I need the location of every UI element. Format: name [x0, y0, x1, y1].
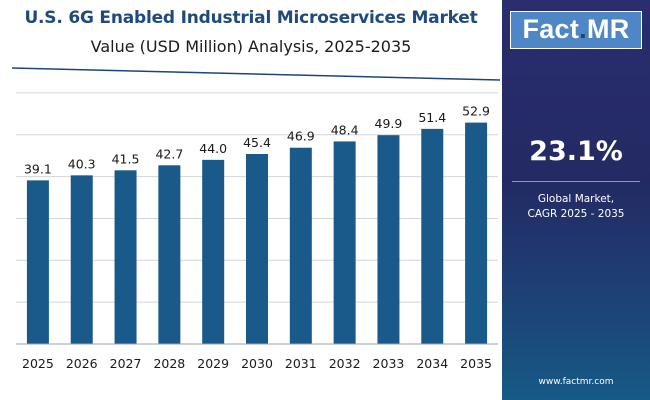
value-label-2027: 41.5 — [112, 151, 140, 166]
bar-2035 — [465, 122, 488, 344]
bar-2027 — [114, 170, 137, 344]
logo-main: Fact — [522, 14, 580, 44]
x-tick-2030: 2030 — [241, 356, 273, 371]
x-tick-2027: 2027 — [110, 356, 142, 371]
value-label-2034: 51.4 — [418, 110, 446, 125]
chart-subtitle: Value (USD Million) Analysis, 2025-2035 — [90, 37, 412, 56]
website-link[interactable]: www.factmr.com — [538, 377, 614, 387]
bar-2032 — [333, 141, 356, 344]
title-divider — [12, 67, 500, 81]
value-label-2035: 52.9 — [462, 104, 490, 119]
value-label-2030: 45.4 — [243, 135, 271, 150]
bar-2025 — [26, 180, 49, 344]
sidebar-divider — [512, 181, 640, 182]
bar-2026 — [70, 175, 93, 344]
x-tick-2029: 2029 — [197, 356, 229, 371]
x-tick-2026: 2026 — [66, 356, 98, 371]
x-tick-2028: 2028 — [153, 356, 185, 371]
cagr-label: Global Market, CAGR 2025 - 2035 — [502, 192, 650, 222]
cagr-label-line1: Global Market, — [537, 193, 615, 205]
value-label-2031: 46.9 — [287, 129, 315, 144]
bar-2033 — [377, 135, 400, 344]
bar-2029 — [202, 159, 225, 344]
factmr-logo: Fact.MR — [510, 11, 642, 49]
x-tick-2033: 2033 — [373, 356, 405, 371]
x-tick-2032: 2032 — [329, 356, 361, 371]
value-label-2028: 42.7 — [155, 146, 183, 161]
logo-text: Fact.MR — [510, 14, 642, 45]
bar-chart: 39.1 2025 40.3 2026 41.5 2027 42.7 2028 44.0 2029… — [16, 92, 498, 371]
chart-title: U.S. 6G Enabled Industrial Microservices… — [24, 8, 478, 28]
x-tick-2031: 2031 — [285, 356, 317, 371]
x-tick-2025: 2025 — [22, 356, 54, 371]
chart-panel: U.S. 6G Enabled Industrial Microservices… — [12, 8, 500, 371]
bar-2028 — [158, 165, 181, 344]
logo-box — [510, 11, 642, 49]
value-label-2029: 44.0 — [199, 141, 227, 156]
value-label-2032: 48.4 — [331, 122, 359, 137]
cagr-value: 23.1% — [529, 136, 623, 167]
value-label-2033: 49.9 — [375, 116, 403, 131]
x-tick-2035: 2035 — [460, 356, 492, 371]
bar-2034 — [421, 128, 444, 344]
bar-2031 — [289, 147, 312, 344]
bar-2030 — [246, 153, 268, 344]
x-tick-2034: 2034 — [416, 356, 448, 371]
logo-dot: . — [579, 14, 587, 44]
logo-suffix: MR — [586, 14, 630, 44]
value-label-2026: 40.3 — [68, 156, 96, 171]
sidebar: Fact.MR 23.1% Global Market, CAGR 2025 -… — [502, 0, 650, 400]
value-label-2025: 39.1 — [24, 161, 52, 176]
cagr-label-line2: CAGR 2025 - 2035 — [527, 208, 625, 220]
